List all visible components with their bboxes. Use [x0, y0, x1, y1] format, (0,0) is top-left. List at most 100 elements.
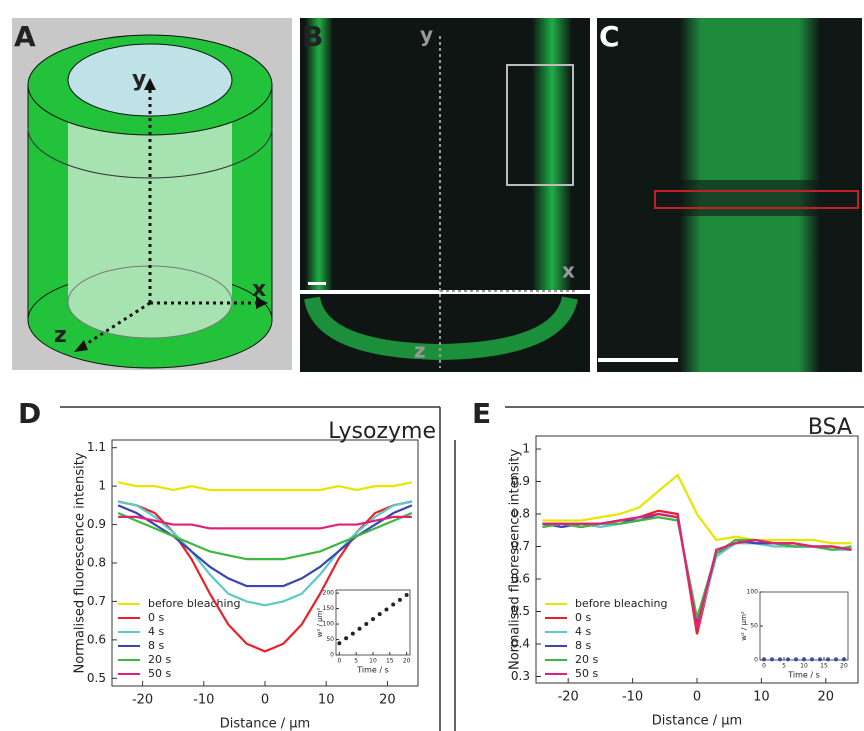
series-line [542, 473, 852, 545]
inset-point [802, 657, 806, 662]
y-tick-label: 0.3 [511, 669, 530, 683]
axis-label: z [414, 339, 426, 363]
x-axis-title: Distance / µm [220, 717, 310, 731]
inset-y-tick-label: 50 [750, 623, 758, 630]
inset-x-tick-label: 5 [782, 663, 786, 670]
inset-point [377, 612, 382, 617]
legend-label: 0 s [575, 611, 591, 624]
x-tick-label: 20 [818, 690, 835, 705]
x-tick-label: 0 [261, 693, 269, 708]
inset-point [834, 657, 838, 662]
inset-y-tick-label: 100 [323, 621, 335, 628]
y-tick-label: 0.6 [87, 632, 106, 646]
legend-label: 0 s [148, 611, 164, 624]
axis-label: x [562, 259, 575, 283]
y-tick-label: 1 [98, 479, 106, 493]
axis-label: y [132, 67, 146, 92]
panel-label: E [472, 397, 491, 430]
legend-label: 50 s [575, 667, 598, 680]
inset-point [818, 657, 822, 662]
x-tick-label: 20 [379, 693, 396, 708]
y-axis-title: Normalised fluorescence intensity [508, 449, 523, 670]
inset-x-tick-label: 5 [354, 658, 358, 665]
panel-label: C [599, 20, 620, 53]
axis-label: x [252, 277, 266, 302]
inset-y-tick-label: 0 [330, 652, 334, 659]
y-tick-label: 1 [522, 442, 530, 456]
inset-point [397, 597, 402, 602]
axis-label: y [420, 23, 433, 47]
inset-y-title: w² / µm² [740, 611, 748, 641]
x-tick-label: -10 [193, 693, 214, 708]
inset-point [794, 657, 798, 662]
panel-b: B y x z [300, 18, 590, 372]
axis-label: z [54, 323, 67, 348]
panel-label: A [14, 20, 36, 53]
y-tick-label: 0.6 [511, 572, 530, 586]
inset-point [384, 607, 389, 612]
inset-point [344, 636, 349, 641]
inset-x-title: Time / s [787, 671, 820, 680]
inset-point [364, 622, 369, 627]
inset-y-tick-label: 50 [326, 636, 334, 643]
series-line [542, 512, 852, 629]
x-tick-label: -20 [558, 690, 579, 705]
inset-y-title: w² / µm² [316, 608, 324, 638]
inset-point [371, 617, 375, 622]
inset-frame [335, 589, 411, 656]
legend-label: 8 s [575, 639, 591, 652]
chart-title: BSA [808, 415, 852, 440]
inset-x-tick-label: 0 [337, 658, 341, 665]
x-tick-label: 10 [318, 693, 335, 708]
x-tick-label: -10 [622, 690, 643, 705]
inset-point [842, 657, 846, 662]
inset-point [810, 657, 814, 662]
panel-label: D [18, 397, 41, 430]
inset-point [762, 657, 766, 662]
y-tick-label: 0.9 [511, 474, 530, 488]
y-tick-label: 0.7 [511, 539, 530, 553]
x-tick-label: -20 [132, 693, 153, 708]
legend-label: before bleaching [575, 597, 667, 610]
inset-x-tick-label: 20 [403, 658, 411, 665]
y-tick-label: 0.4 [511, 637, 530, 651]
inset-y-tick-label: 0 [754, 657, 758, 664]
inset-frame [759, 591, 849, 661]
inset-point [778, 657, 782, 662]
inset-x-tick-label: 10 [369, 658, 377, 665]
panel-label: B [302, 20, 323, 53]
legend-label: 8 s [148, 639, 164, 652]
panel-a: A y x z [12, 18, 292, 370]
legend-label: 20 s [575, 653, 598, 666]
legend-label: 20 s [148, 653, 171, 666]
y-axis-title: Normalised fluorescence intensity [73, 452, 88, 673]
inset-x-tick-label: 15 [386, 658, 394, 665]
inset-x-tick-label: 20 [840, 663, 848, 670]
legend-label: 4 s [575, 625, 591, 638]
x-axis-title: Distance / µm [652, 714, 742, 729]
panel-c: C [597, 18, 862, 372]
y-tick-label: 0.9 [87, 517, 106, 531]
inset-point [786, 657, 790, 662]
series-line [117, 504, 413, 588]
inset-point [404, 592, 409, 597]
series-line [117, 481, 413, 492]
x-tick-label: 0 [693, 690, 701, 705]
inset-point [770, 657, 774, 662]
inset-point [391, 602, 396, 607]
y-tick-label: 1.1 [87, 440, 106, 454]
inset-x-tick-label: 10 [800, 663, 808, 670]
chart-title: Lysozyme [328, 419, 436, 444]
y-tick-label: 0.5 [511, 604, 530, 618]
inset-point [826, 657, 830, 662]
legend-label: 4 s [148, 625, 164, 638]
inset-point [337, 641, 342, 646]
inset-y-tick-label: 200 [323, 590, 335, 597]
inset-x-tick-label: 15 [820, 663, 828, 670]
y-tick-label: 0.8 [511, 507, 530, 521]
series-line [117, 512, 413, 561]
inset-x-title: Time / s [356, 666, 389, 675]
inset-point [350, 631, 355, 636]
y-tick-label: 0.7 [87, 594, 106, 608]
